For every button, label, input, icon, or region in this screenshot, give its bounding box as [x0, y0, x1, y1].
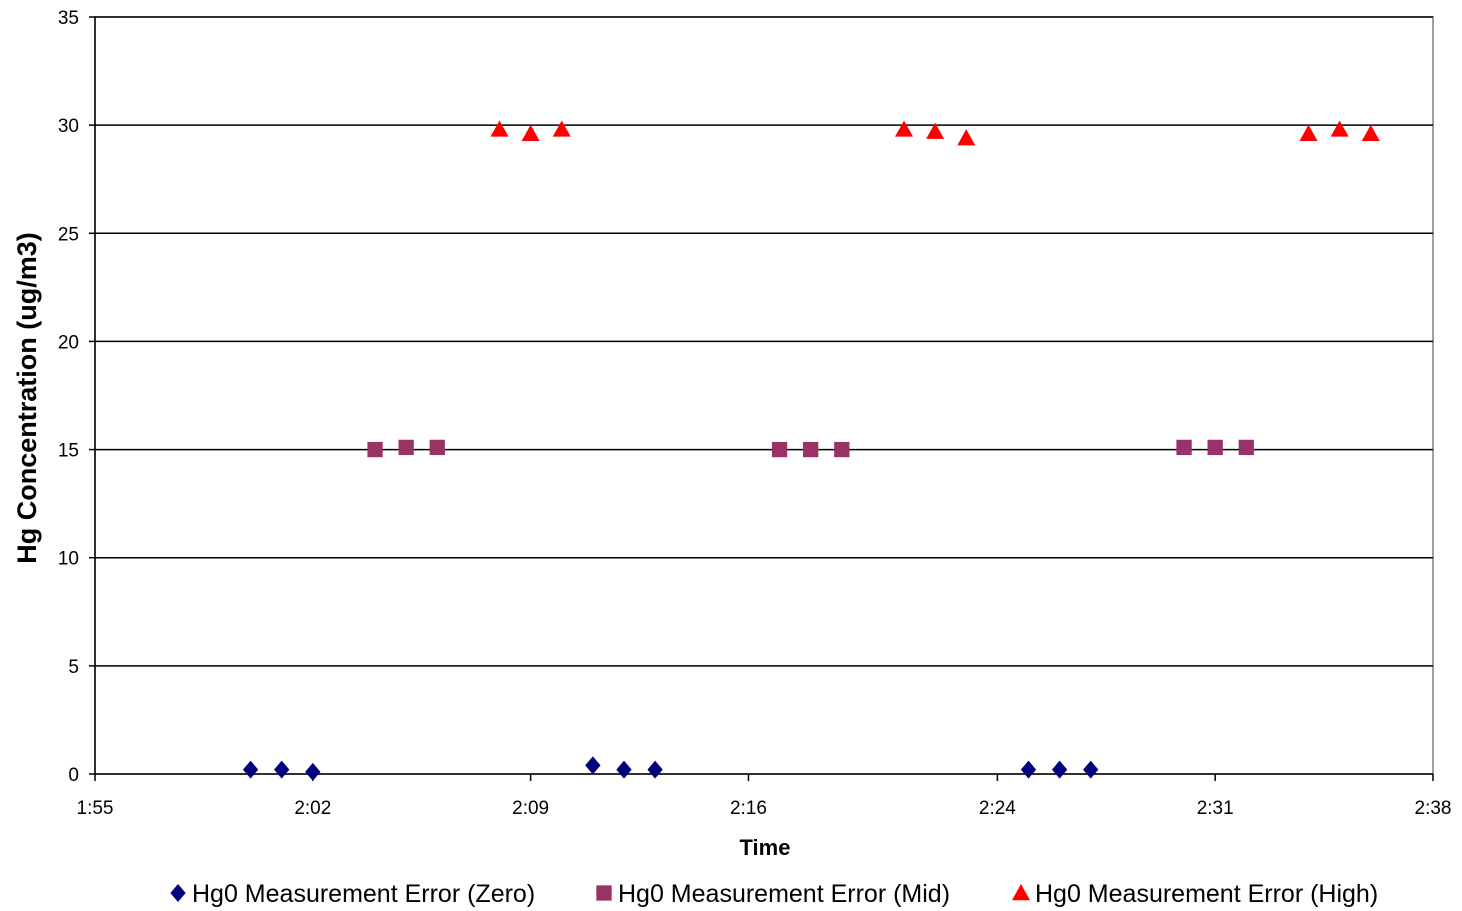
x-axis-title: Time: [740, 835, 791, 860]
data-point-triangle: [895, 120, 914, 137]
legend-marker-triangle: [1012, 884, 1030, 901]
y-tick-label: 30: [58, 116, 79, 137]
data-point-diamond: [274, 760, 290, 779]
data-point-diamond: [616, 760, 632, 779]
x-tick-label: 2:24: [979, 798, 1016, 819]
data-point-diamond: [1020, 760, 1037, 779]
legend-marker-square: [596, 885, 612, 901]
data-point-diamond: [242, 760, 259, 779]
data-point-triangle: [490, 120, 509, 137]
data-point-square: [803, 441, 819, 458]
data-point-triangle: [926, 122, 945, 139]
data-point-diamond: [1083, 760, 1099, 779]
data-point-square: [1207, 439, 1223, 456]
x-tick-label: 2:16: [730, 798, 767, 819]
x-tick-label: 2:09: [512, 798, 549, 819]
data-point-triangle: [1361, 124, 1380, 141]
data-point-triangle: [552, 120, 571, 137]
x-tick-label: 2:02: [294, 798, 331, 819]
y-tick-label: 0: [68, 765, 79, 786]
legend: Hg0 Measurement Error (Zero) Hg0 Measurem…: [170, 880, 1378, 908]
y-tick-label: 35: [58, 8, 79, 29]
y-tick-label: 10: [58, 549, 79, 570]
data-point-diamond: [305, 762, 321, 781]
x-tick-label: 2:38: [1415, 798, 1452, 819]
legend-label: Hg0 Measurement Error (Zero): [192, 880, 535, 908]
plot-area: [94, 16, 1434, 775]
y-tick-label: 20: [58, 332, 79, 353]
data-point-diamond: [585, 756, 601, 775]
y-tick-label: 15: [58, 441, 79, 462]
gridlines: [95, 16, 1433, 667]
legend-marker-diamond: [170, 884, 186, 902]
data-point-triangle: [521, 124, 540, 141]
y-tick-labels: 0 5 10 15 20 25 30 35: [58, 8, 79, 786]
data-point-triangle: [957, 129, 976, 146]
data-point-square: [834, 441, 850, 458]
data-point-square: [771, 441, 788, 458]
data-point-diamond: [1051, 760, 1068, 779]
data-point-square: [1176, 439, 1192, 456]
legend-label: Hg0 Measurement Error (Mid): [618, 880, 950, 908]
y-tick-label: 5: [68, 657, 79, 678]
data-point-diamond: [647, 760, 663, 779]
data-point-triangle: [1330, 120, 1349, 137]
x-tick-labels: 1:55 2:02 2:09 2:16 2:24 2:31 2:38: [77, 798, 1452, 819]
data-point-triangle: [1299, 124, 1318, 141]
y-axis-title: Hg Concentration (ug/m3): [12, 232, 42, 564]
legend-label: Hg0 Measurement Error (High): [1035, 880, 1378, 908]
data-points: [242, 120, 1380, 781]
data-point-square: [367, 441, 383, 458]
data-point-square: [398, 439, 414, 456]
y-tick-label: 25: [58, 224, 79, 245]
x-tick-label: 1:55: [77, 798, 114, 819]
data-point-square: [1238, 439, 1254, 456]
x-tick-label: 2:31: [1197, 798, 1234, 819]
data-point-square: [429, 439, 445, 456]
